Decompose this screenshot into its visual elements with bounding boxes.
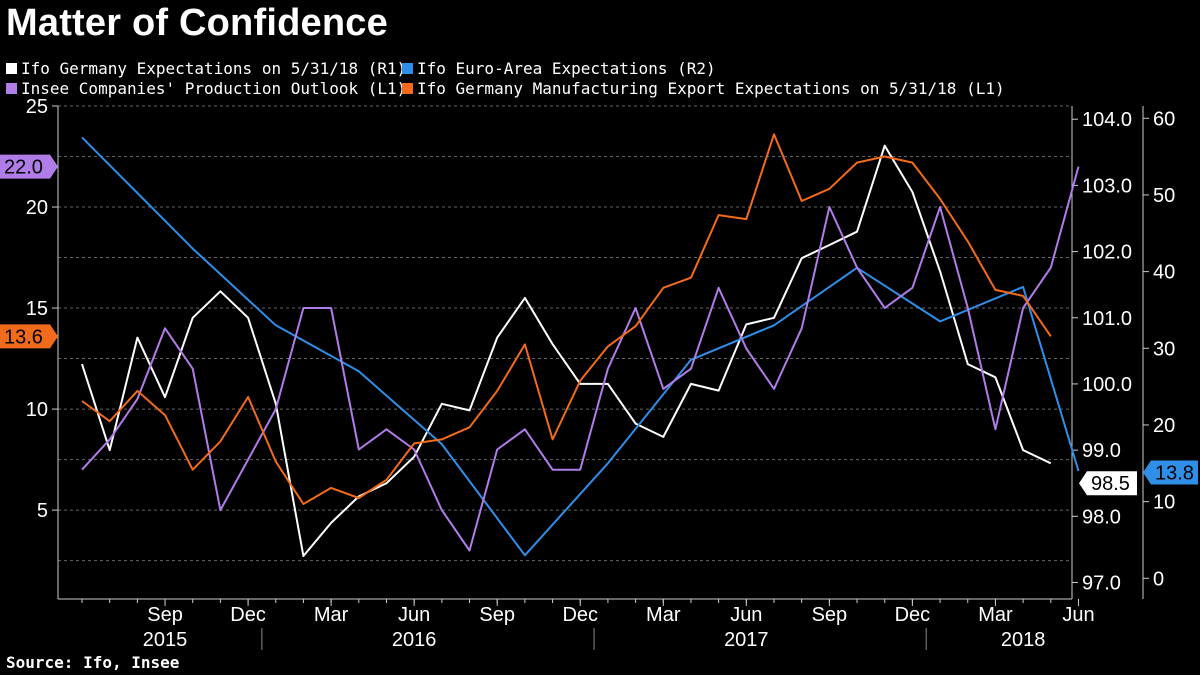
x-tick-label: Sep: [479, 604, 515, 626]
legend: Ifo Germany Expectations on 5/31/18 (R1)…: [6, 59, 1106, 99]
x-tick-label: Jun: [730, 604, 762, 626]
source-note: Source: Ifo, Insee: [6, 653, 180, 672]
left-tick-label: 20: [26, 197, 48, 219]
x-tick-label: Sep: [812, 604, 848, 626]
right1-tick-label: 104.0: [1082, 109, 1132, 131]
legend-swatch-ifo-germany: [6, 63, 17, 74]
x-tick-label: Mar: [314, 604, 349, 626]
right1-tick-label: 103.0: [1082, 175, 1132, 197]
end-label-ifo-euro-area-text: 13.8: [1155, 462, 1194, 484]
right2-tick-label: 10: [1153, 492, 1175, 514]
x-year-label: 2017: [724, 629, 769, 651]
end-label-export-text: 13.6: [4, 326, 43, 348]
x-tick-label: Jun: [398, 604, 430, 626]
left-tick-label: 5: [37, 500, 48, 522]
left-tick-label: 25: [26, 96, 48, 118]
end-label-ifo-euro-area-box: [1143, 460, 1198, 485]
legend-label-insee: Insee Companies' Production Outlook (L1): [21, 79, 407, 98]
series-line-2: [81, 166, 1080, 552]
right2-tick-label: 60: [1153, 108, 1175, 130]
legend-row-2: Insee Companies' Production Outlook (L1)…: [6, 79, 1106, 99]
x-year-label: 2016: [392, 629, 437, 651]
legend-swatch-ifo-export: [402, 83, 413, 94]
legend-label-ifo-euro-area: Ifo Euro-Area Expectations (R2): [417, 59, 716, 78]
legend-item-ifo-germany: Ifo Germany Expectations on 5/31/18 (R1): [6, 59, 406, 78]
left-tick-label: 15: [26, 298, 48, 320]
right2-tick-label: 20: [1153, 415, 1175, 437]
right1-tick-label: 99.0: [1082, 440, 1121, 462]
x-tick-label: Dec: [562, 604, 598, 626]
legend-item-ifo-export: Ifo Germany Manufacturing Export Expecta…: [402, 79, 1005, 98]
right1-tick-label: 98.0: [1082, 506, 1121, 528]
right2-tick-label: 40: [1153, 262, 1175, 284]
chart-title: Matter of Confidence: [6, 2, 388, 44]
legend-swatch-ifo-euro-area: [402, 63, 413, 74]
x-year-label: 2015: [143, 629, 188, 651]
x-tick-label: Jun: [1062, 604, 1094, 626]
right1-tick-label: 101.0: [1082, 308, 1132, 330]
right1-tick-label: 100.0: [1082, 374, 1132, 396]
end-label-export-box: [0, 324, 58, 349]
end-label-ifo-germany: 98.5: [1079, 471, 1137, 496]
right2-tick-label: 50: [1153, 185, 1175, 207]
x-year-label: 2018: [1001, 629, 1046, 651]
end-label-ifo-euro-area: 13.8: [1143, 460, 1198, 485]
x-tick-label: Dec: [895, 604, 931, 626]
legend-item-insee: Insee Companies' Production Outlook (L1): [6, 79, 406, 98]
left-tick-label: 10: [26, 399, 48, 421]
legend-row-1: Ifo Germany Expectations on 5/31/18 (R1)…: [6, 59, 1106, 79]
end-label-ifo-germany-box: [1079, 471, 1137, 496]
end-label-insee-box: [0, 154, 58, 179]
right1-tick-label: 97.0: [1082, 572, 1121, 594]
end-label-ifo-germany-text: 98.5: [1091, 473, 1130, 495]
right2-tick-label: 30: [1153, 338, 1175, 360]
legend-swatch-insee: [6, 83, 17, 94]
end-label-export: 13.6: [0, 324, 58, 349]
series-line-0: [81, 144, 1052, 557]
legend-label-ifo-export: Ifo Germany Manufacturing Export Expecta…: [417, 79, 1005, 98]
series-line-1: [81, 136, 1080, 557]
x-tick-label: Dec: [230, 604, 266, 626]
x-tick-label: Mar: [646, 604, 681, 626]
right1-tick-label: 102.0: [1082, 242, 1132, 264]
end-label-insee: 22.0: [0, 154, 58, 179]
series-line-3: [81, 133, 1052, 505]
end-label-insee-text: 22.0: [4, 157, 43, 179]
x-tick-label: Sep: [147, 604, 183, 626]
legend-label-ifo-germany: Ifo Germany Expectations on 5/31/18 (R1): [21, 59, 407, 78]
legend-item-ifo-euro-area: Ifo Euro-Area Expectations (R2): [402, 59, 716, 78]
x-tick-label: Mar: [978, 604, 1013, 626]
right2-tick-label: 0: [1153, 568, 1164, 590]
